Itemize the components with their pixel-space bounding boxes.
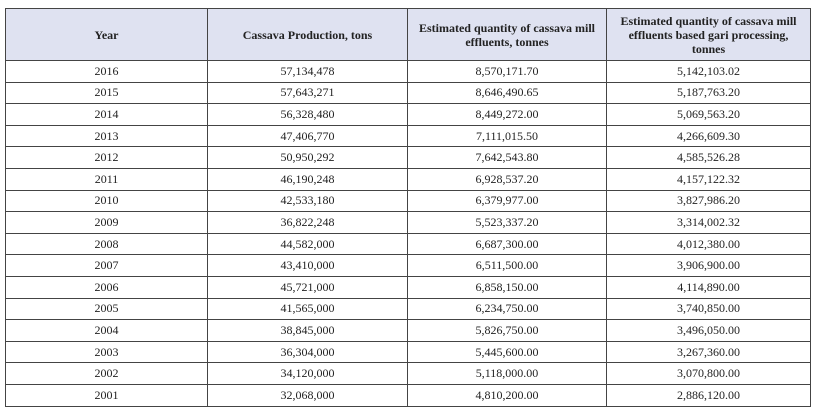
table-cell: 2007 [5,254,208,277]
table-cell: 2014 [5,103,208,126]
table-cell: 4,114,890.00 [606,275,811,299]
table-cell: 45,721,000 [207,275,408,299]
table-cell: 8,449,272.00 [407,103,607,126]
table-cell: 43,410,000 [207,254,408,277]
table-cell: 34,120,000 [207,362,408,385]
table-row: 2013 47,406,770 7,111,015.50 4,266,609.30 [5,124,811,148]
table-cell: 41,565,000 [207,297,408,321]
table-cell: 36,304,000 [207,340,408,364]
table-cell: 2009 [5,211,208,234]
table-cell: 2011 [5,167,208,191]
table-cell: 4,585,526.28 [606,146,811,169]
table-cell: 2,886,120.00 [606,383,811,407]
table-cell: 6,379,977.00 [407,189,607,213]
table-cell: 6,687,300.00 [407,232,607,256]
table-cell: 5,118,000.00 [407,362,607,385]
table-cell: 2002 [5,362,208,385]
table-cell: 4,266,609.30 [606,124,811,148]
table-row: 2011 46,190,248 6,928,537.20 4,157,122.32 [5,167,811,191]
column-header: Estimated quantity of cassava mill efflu… [606,8,811,61]
table-row: 2007 43,410,000 6,511,500.00 3,906,900.00 [5,254,811,277]
table-cell: 3,740,850.00 [606,297,811,321]
table-cell: 50,950,292 [207,146,408,169]
table-cell: 56,328,480 [207,103,408,126]
table-cell: 2013 [5,124,208,148]
header-row: Year Cassava Production, tons Estimated qu… [5,8,811,61]
table-cell: 2004 [5,319,208,342]
table-cell: 3,827,986.20 [606,189,811,213]
table-cell: 2012 [5,146,208,169]
table-cell: 5,445,600.00 [407,340,607,364]
table-row: 2006 45,721,000 6,858,150.00 4,114,890.00 [5,275,811,299]
table-row: 2016 57,134,478 8,570,171.70 5,142,103.02 [5,60,811,83]
column-header: Estimated quantity of cassava mill efflu… [407,8,607,61]
table-cell: 2003 [5,340,208,364]
column-header: Year [5,8,208,61]
table-row: 2008 44,582,000 6,687,300.00 4,012,380.00 [5,232,811,256]
table-cell: 2015 [5,81,208,105]
table-row: 2003 36,304,000 5,445,600.00 3,267,360.00 [5,340,811,364]
table-row: 2012 50,950,292 7,642,543.80 4,585,526.28 [5,146,811,169]
table-cell: 2001 [5,383,208,407]
table-cell: 46,190,248 [207,167,408,191]
table-row: 2002 34,120,000 5,118,000.00 3,070,800.00 [5,362,811,385]
table-cell: 44,582,000 [207,232,408,256]
table-row: 2005 41,565,000 6,234,750.00 3,740,850.00 [5,297,811,321]
table-cell: 5,826,750.00 [407,319,607,342]
table-cell: 6,511,500.00 [407,254,607,277]
table-row: 2014 56,328,480 8,449,272.00 5,069,563.20 [5,103,811,126]
table-row: 2001 32,068,000 4,810,200.00 2,886,120.00 [5,383,811,407]
table-cell: 5,069,563.20 [606,103,811,126]
table-cell: 5,187,763.20 [606,81,811,105]
table-cell: 2010 [5,189,208,213]
column-header: Cassava Production, tons [207,8,408,61]
table-cell: 7,642,543.80 [407,146,607,169]
table-cell: 3,496,050.00 [606,319,811,342]
table-cell: 3,267,360.00 [606,340,811,364]
table-cell: 57,134,478 [207,60,408,83]
table-row: 2004 38,845,000 5,826,750.00 3,496,050.00 [5,319,811,342]
cassava-effluent-table: Year Cassava Production, tons Estimated qu… [5,8,811,407]
table-cell: 6,858,150.00 [407,275,607,299]
table-cell: 8,570,171.70 [407,60,607,83]
table-cell: 4,157,122.32 [606,167,811,191]
table-cell: 47,406,770 [207,124,408,148]
table-cell: 8,646,490.65 [407,81,607,105]
table-row: 2015 57,643,271 8,646,490.65 5,187,763.20 [5,81,811,105]
table-cell: 2016 [5,60,208,83]
table-row: 2009 36,822,248 5,523,337.20 3,314,002.32 [5,211,811,234]
table-cell: 42,533,180 [207,189,408,213]
table-cell: 3,070,800.00 [606,362,811,385]
table-cell: 7,111,015.50 [407,124,607,148]
table-cell: 3,314,002.32 [606,211,811,234]
table-cell: 38,845,000 [207,319,408,342]
table-cell: 5,142,103.02 [606,60,811,83]
table-cell: 2008 [5,232,208,256]
table-cell: 6,928,537.20 [407,167,607,191]
table-cell: 2006 [5,275,208,299]
table-row: 2010 42,533,180 6,379,977.00 3,827,986.20 [5,189,811,213]
table-cell: 32,068,000 [207,383,408,407]
table-cell: 5,523,337.20 [407,211,607,234]
table-cell: 4,012,380.00 [606,232,811,256]
table-cell: 57,643,271 [207,81,408,105]
table-cell: 4,810,200.00 [407,383,607,407]
table-cell: 6,234,750.00 [407,297,607,321]
table-cell: 2005 [5,297,208,321]
table-cell: 3,906,900.00 [606,254,811,277]
table-cell: 36,822,248 [207,211,408,234]
